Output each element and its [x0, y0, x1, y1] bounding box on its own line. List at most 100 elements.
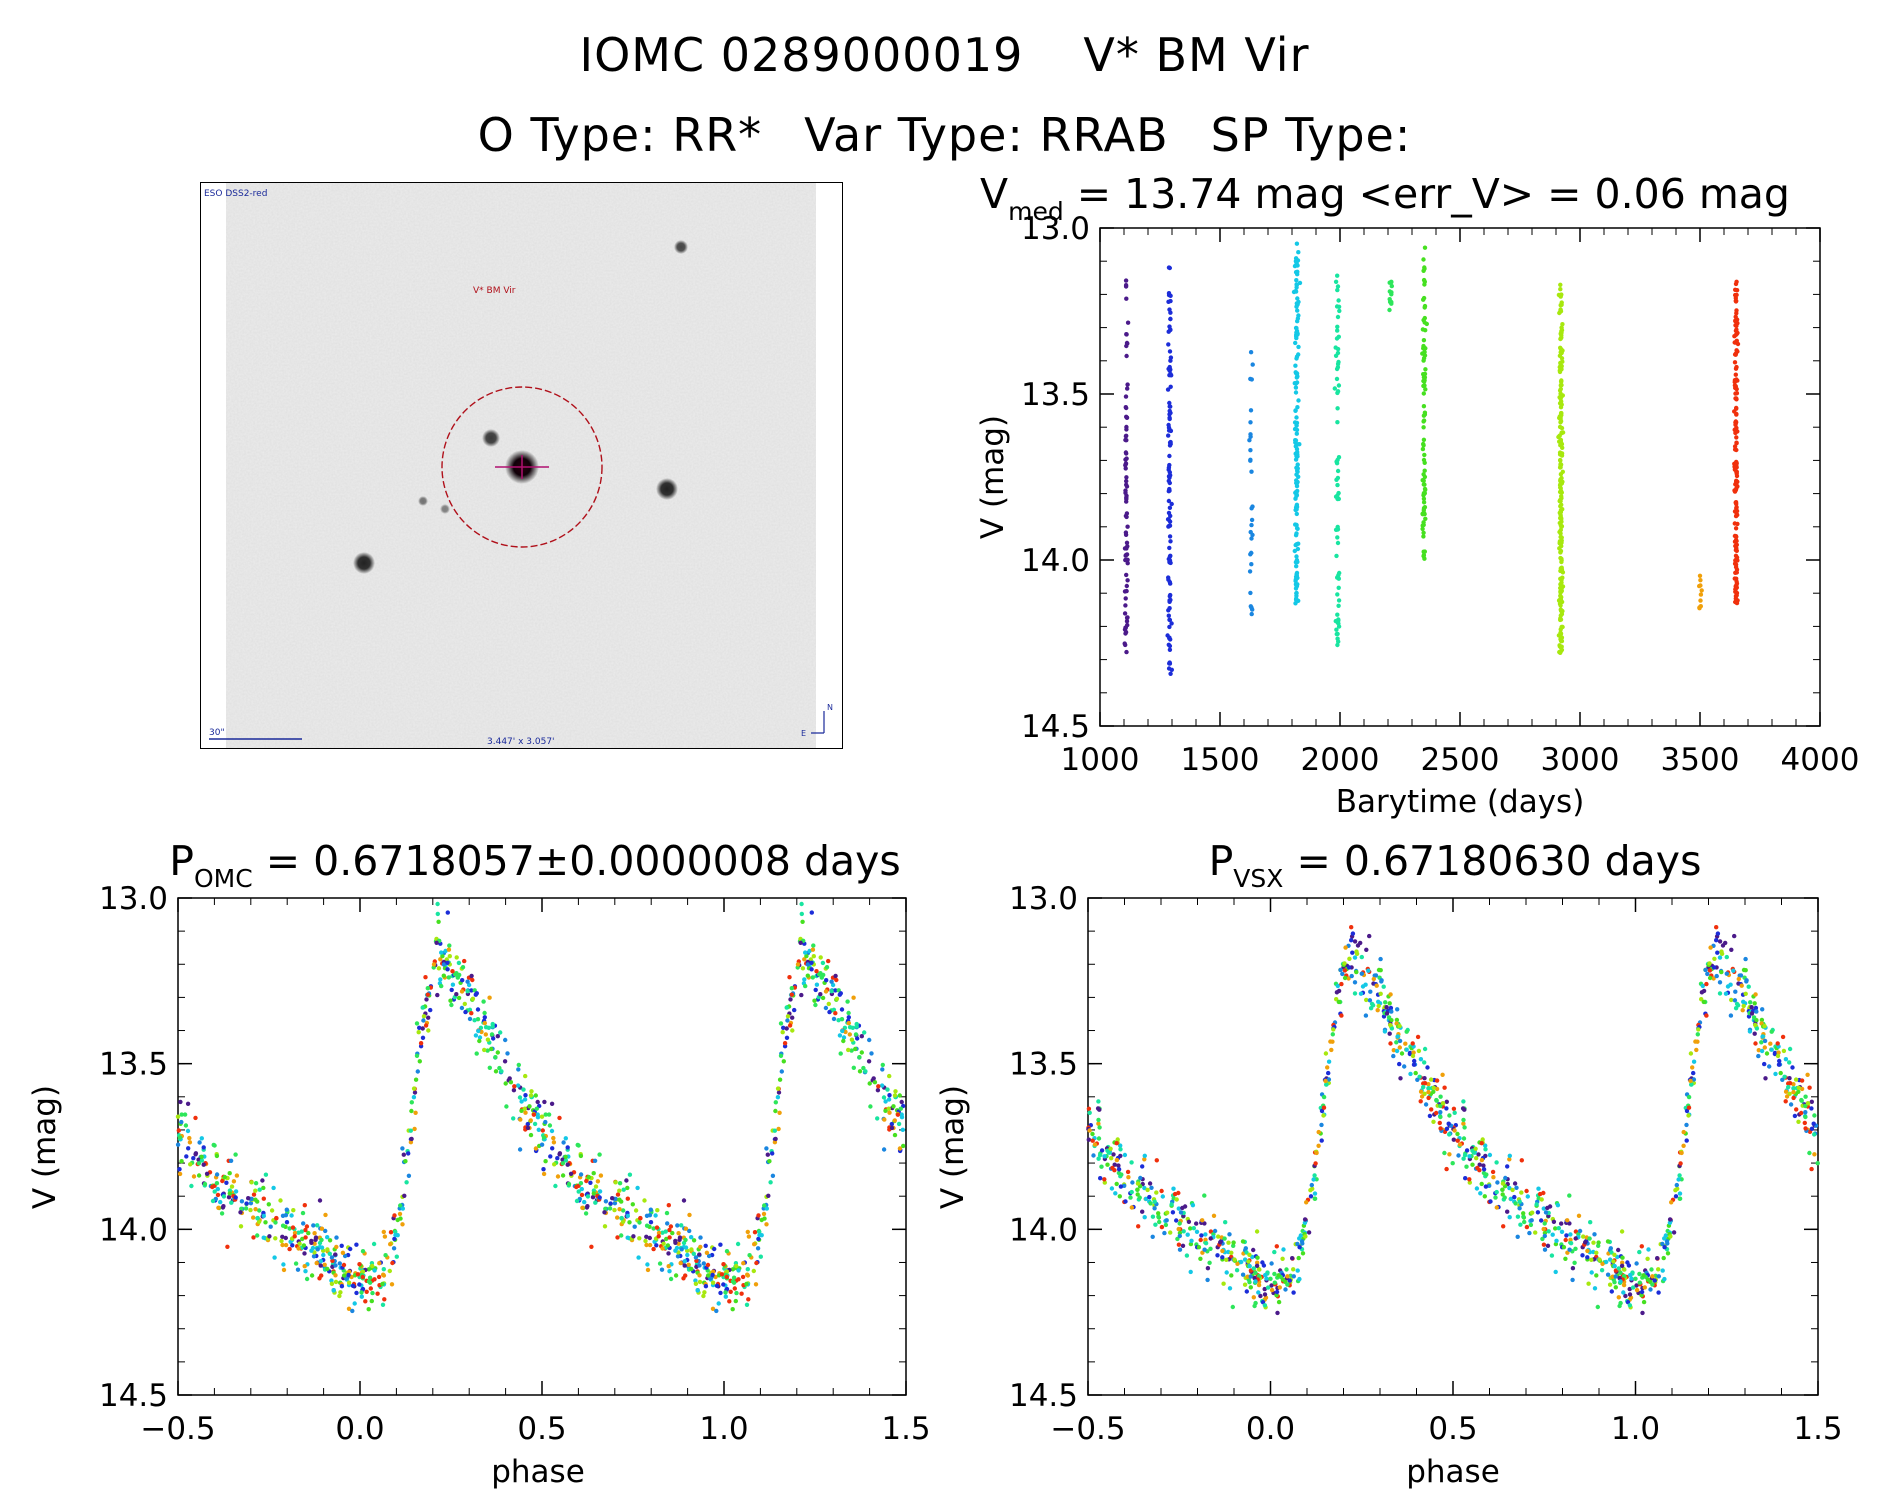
data-point — [1123, 283, 1129, 288]
data-point — [1691, 1070, 1696, 1076]
data-point — [1649, 1267, 1654, 1272]
data-point — [1142, 1215, 1147, 1220]
data-point — [1389, 279, 1394, 284]
data-point — [1337, 308, 1342, 314]
data-point — [1249, 522, 1254, 528]
data-point — [1293, 256, 1299, 261]
data-point — [1754, 1009, 1759, 1014]
data-point — [1533, 1230, 1538, 1235]
data-point — [1421, 425, 1426, 430]
data-point — [1168, 539, 1173, 544]
data-point — [1167, 488, 1172, 493]
data-point — [1461, 1099, 1466, 1104]
data-point — [1438, 1126, 1443, 1131]
data-point — [1421, 552, 1427, 558]
data-point — [1482, 1194, 1488, 1199]
data-point — [1421, 530, 1426, 535]
data-point — [1421, 297, 1426, 302]
data-point — [1203, 1232, 1208, 1237]
data-point — [1170, 1210, 1176, 1215]
data-point — [1421, 404, 1427, 409]
data-point — [1787, 1060, 1792, 1065]
data-point — [1114, 1181, 1119, 1187]
data-point — [1494, 1189, 1499, 1195]
data-point — [1354, 949, 1359, 954]
data-point — [1780, 1034, 1786, 1040]
field-star — [418, 496, 428, 506]
field-star — [674, 240, 688, 254]
data-point — [1087, 1128, 1092, 1133]
data-point — [1421, 496, 1427, 501]
data-point — [1367, 933, 1372, 939]
data-point — [1422, 303, 1428, 309]
data-point — [1452, 1110, 1457, 1116]
data-point — [1367, 998, 1373, 1003]
data-point — [1677, 1191, 1683, 1196]
data-point — [1168, 428, 1174, 434]
data-point — [1791, 1095, 1796, 1101]
data-point — [1321, 1105, 1327, 1110]
data-point — [1558, 282, 1563, 287]
data-point — [1097, 1153, 1103, 1158]
data-point — [1352, 939, 1358, 944]
data-point — [1334, 459, 1339, 464]
data-point — [1359, 954, 1365, 960]
data-point — [1564, 1233, 1569, 1238]
data-point — [1125, 382, 1130, 387]
data-point — [1416, 1048, 1422, 1054]
data-point — [1524, 1188, 1529, 1194]
data-point — [1123, 463, 1128, 468]
data-point — [1150, 1234, 1155, 1240]
data-point — [1166, 666, 1172, 671]
data-point — [1803, 1126, 1808, 1131]
data-point — [1294, 330, 1299, 335]
data-point — [1434, 1098, 1439, 1103]
data-point — [1421, 344, 1427, 350]
data-point — [1249, 536, 1254, 541]
data-point — [1447, 1113, 1452, 1118]
data-point — [1421, 257, 1426, 262]
data-point — [1229, 1250, 1234, 1256]
data-point — [1411, 1062, 1417, 1067]
data-point — [1335, 482, 1340, 488]
data-point — [1336, 624, 1342, 629]
data-point — [1418, 1099, 1423, 1104]
data-point — [1167, 408, 1172, 414]
data-point — [1234, 1268, 1240, 1273]
data-point — [1123, 642, 1128, 648]
data-point — [1539, 1218, 1544, 1223]
data-point — [1147, 1194, 1152, 1200]
data-point — [1418, 1057, 1424, 1062]
data-point — [1542, 1233, 1548, 1239]
data-point — [1627, 1292, 1633, 1297]
data-point — [1296, 1255, 1301, 1261]
data-point — [1383, 1000, 1388, 1005]
data-point — [1736, 976, 1742, 982]
data-point — [1334, 553, 1339, 559]
data-point — [1167, 443, 1173, 448]
data-point — [1583, 1240, 1588, 1245]
data-point — [1105, 1162, 1110, 1167]
data-point — [1399, 1051, 1405, 1056]
data-point — [1410, 1053, 1416, 1059]
data-point — [1294, 381, 1299, 386]
data-point — [1426, 1095, 1431, 1101]
data-point — [1388, 1022, 1393, 1028]
data-point — [1384, 1005, 1389, 1010]
data-point — [1387, 1001, 1392, 1006]
data-point — [1717, 955, 1723, 960]
data-point — [1180, 1243, 1186, 1249]
data-point — [1303, 1234, 1308, 1239]
data-point — [1168, 637, 1173, 642]
data-point — [1294, 557, 1300, 563]
data-point — [1342, 975, 1348, 981]
data-point — [1118, 1147, 1123, 1152]
data-point — [1493, 1195, 1498, 1200]
finder-chart: ESO DSS2-red V* BM Vir 30" 3.447' x 3.05… — [200, 182, 843, 749]
data-point — [1585, 1248, 1590, 1254]
data-point — [1505, 1164, 1510, 1169]
data-point — [1166, 433, 1171, 438]
x-tick-label: 3000 — [1541, 742, 1620, 778]
data-point — [1812, 1132, 1817, 1137]
